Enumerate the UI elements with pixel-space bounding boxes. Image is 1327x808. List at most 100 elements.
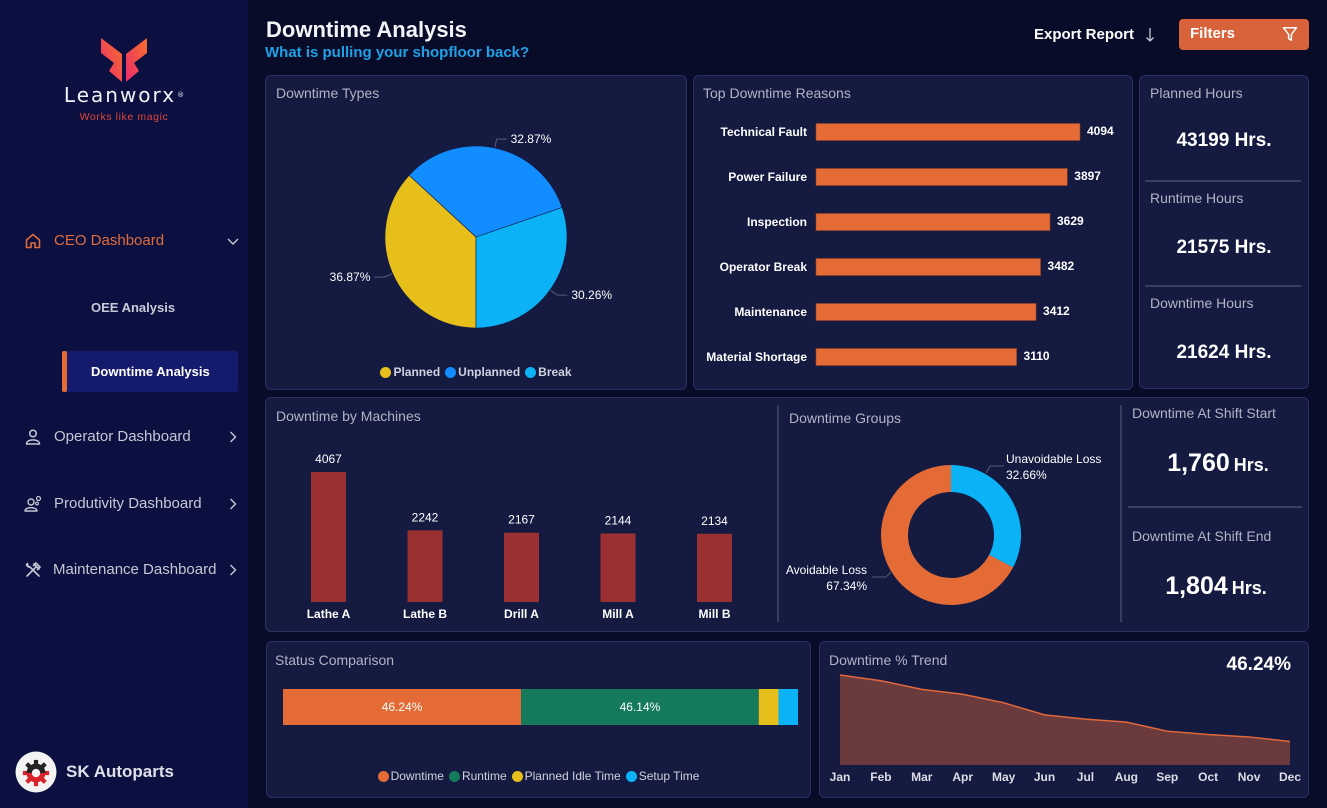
x-axis-tick-label: Mar [911, 770, 933, 784]
x-axis-tick-label: Jul [1077, 770, 1094, 784]
trend-point-jun[interactable] [1042, 712, 1048, 718]
legend-marker-icon [445, 366, 457, 378]
downtime-trend-area-chart: Jan Feb Mar Apr May Jun Jul Aug Sep Oct Nov Dec [830, 672, 1301, 784]
chart-legend: Downtime Runtime Planned Idle Time Setup Ti… [267, 768, 810, 784]
bar-maintenance[interactable] [815, 303, 1037, 321]
bar-value-label: 3482 [1048, 259, 1075, 273]
trend-point-aug[interactable] [1123, 719, 1129, 725]
x-axis-tick-label: Feb [870, 770, 891, 784]
filters-label: Filters [1190, 25, 1236, 42]
card-title: Downtime Types [276, 85, 380, 101]
trend-area[interactable] [840, 674, 1290, 765]
trend-point-jan[interactable] [837, 672, 843, 678]
legend-marker-icon [625, 770, 637, 782]
bar-lathe-a[interactable] [311, 472, 346, 602]
company-logo-icon [15, 751, 57, 793]
trend-point-nov[interactable] [1246, 734, 1252, 740]
trend-point-dec[interactable] [1287, 739, 1293, 745]
bar-category-label: Drill A [504, 607, 539, 621]
trend-point-jul[interactable] [1082, 716, 1088, 722]
legend-item-break[interactable]: Break [525, 364, 572, 380]
bar-material-shortage[interactable] [815, 348, 1017, 366]
trend-point-mar[interactable] [919, 686, 925, 692]
bar-category-label: Inspection [747, 215, 807, 229]
runtime-hours-label: Runtime Hours [1150, 190, 1244, 206]
section-divider [1120, 405, 1122, 622]
nav-label: Operator Dashboard [54, 428, 191, 445]
bar-category-label: Power Failure [728, 170, 807, 184]
legend-label: Setup Time [638, 769, 700, 783]
x-axis-tick-label: Dec [1279, 770, 1301, 784]
segment-value-label: 46.24% [382, 700, 423, 714]
pie-slice-break[interactable] [475, 207, 568, 329]
nav-item-produtivity-dashboard[interactable]: Produtivity Dashboard [0, 493, 248, 515]
nav-item-operator-dashboard[interactable]: Operator Dashboard [0, 426, 248, 448]
pie-slice-unplanned[interactable] [408, 145, 563, 238]
download-arrow-icon [1146, 28, 1154, 42]
bar-lathe-b[interactable] [407, 530, 443, 602]
bar-value-label: 2134 [701, 514, 728, 528]
bar-category-label: Material Shortage [706, 350, 807, 364]
pie-leader-line [494, 138, 507, 148]
stacked-segment-setup-time[interactable] [778, 689, 798, 725]
pie-slice-planned[interactable] [384, 174, 477, 329]
legend-item-setup-time[interactable]: Setup Time [625, 768, 700, 784]
legend-item-planned[interactable]: Planned [380, 364, 440, 380]
donut-slice-avoidable-loss[interactable] [880, 465, 1014, 605]
nav-item-ceo-dashboard[interactable]: CEO Dashboard [0, 230, 248, 252]
stacked-segment-planned-idle-time[interactable] [758, 689, 779, 725]
bar-power-failure[interactable] [815, 168, 1068, 186]
shift-end-label: Downtime At Shift End [1132, 528, 1272, 544]
sidebar: Leanworx® Works like magic CEO Dashboard… [0, 0, 248, 808]
kpi-unit: Hrs. [1231, 578, 1267, 598]
donut-slice-unavoidable-loss[interactable] [951, 465, 1021, 568]
card-title: Top Downtime Reasons [703, 85, 851, 101]
trend-point-feb[interactable] [878, 678, 884, 684]
chevron-right-icon[interactable] [227, 431, 239, 443]
registered-mark: ® [177, 91, 185, 99]
pie-leader-line [550, 290, 568, 296]
section-divider [777, 405, 779, 622]
export-report-button[interactable]: Export Report [1034, 26, 1154, 44]
downtime-hours-value: 21624 Hrs. [1140, 341, 1308, 365]
stacked-segment-downtime[interactable] [283, 689, 522, 725]
bar-operator-break[interactable] [815, 258, 1041, 276]
legend-marker-icon [525, 366, 537, 378]
kpi-unit: Hrs. [1234, 130, 1272, 151]
bar-technical-fault[interactable] [815, 123, 1081, 141]
chevron-right-icon[interactable] [227, 498, 239, 510]
pie-data-label: 30.26% [571, 288, 612, 302]
chevron-down-icon[interactable] [227, 235, 239, 247]
shift-end-value: 1,804 Hrs. [1128, 571, 1304, 605]
kpi-divider [1128, 506, 1302, 508]
chevron-right-icon[interactable] [227, 564, 239, 576]
trend-point-apr[interactable] [960, 691, 966, 697]
nav-subitem-label: OEE Analysis [91, 300, 176, 315]
nav-subitem-oee-analysis[interactable]: OEE Analysis [62, 287, 238, 328]
trend-point-sep[interactable] [1164, 728, 1170, 734]
kpi-unit: Hrs. [1234, 237, 1272, 258]
segment-value-label: 46.14% [620, 700, 661, 714]
trend-point-may[interactable] [1001, 700, 1007, 706]
page-title: Downtime Analysis [266, 17, 467, 42]
legend-item-downtime[interactable]: Downtime [377, 768, 444, 784]
filters-button[interactable]: Filters [1179, 19, 1309, 50]
donut-data-label: 67.34% [826, 579, 867, 593]
kpi-unit: Hrs. [1233, 455, 1269, 475]
bar-inspection[interactable] [815, 213, 1051, 231]
planned-hours-value: 43199 Hrs. [1140, 129, 1308, 153]
stacked-segment-runtime[interactable] [521, 689, 759, 725]
machines-groups-shift-card: Downtime by Machines Downtime Groups 406… [265, 397, 1309, 632]
legend-item-planned-idle-time[interactable]: Planned Idle Time [511, 768, 621, 784]
trend-point-oct[interactable] [1205, 732, 1211, 738]
legend-item-runtime[interactable]: Runtime [448, 768, 507, 784]
bar-mill-b[interactable] [697, 533, 732, 602]
legend-item-unplanned[interactable]: Unplanned [445, 364, 520, 380]
nav-item-maintenance-dashboard[interactable]: Maintenance Dashboard [0, 559, 248, 581]
kpi-unit: Hrs. [1234, 342, 1272, 363]
nav-subitem-downtime-analysis[interactable]: Downtime Analysis [62, 351, 238, 392]
bar-drill-a[interactable] [504, 532, 539, 602]
bar-mill-a[interactable] [600, 533, 636, 602]
bar-category-label: Mill B [699, 607, 731, 621]
funnel-icon [1282, 27, 1298, 41]
